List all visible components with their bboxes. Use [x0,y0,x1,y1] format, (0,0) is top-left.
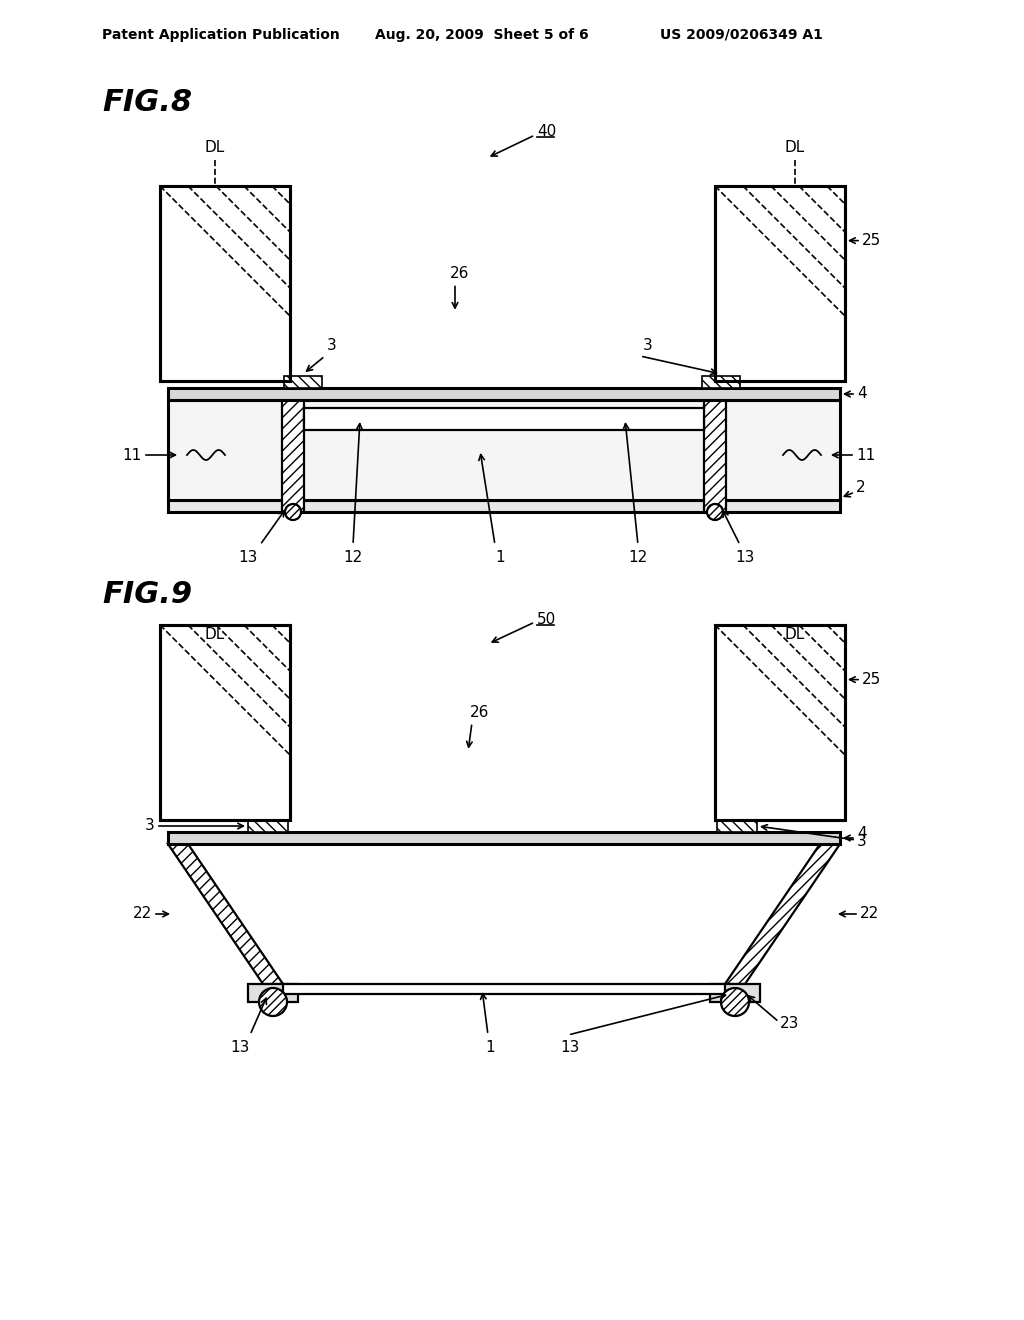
Bar [168,832,840,843]
Text: 11: 11 [856,447,876,462]
Text: 4: 4 [857,387,866,401]
Text: 12: 12 [629,549,647,565]
Text: 3: 3 [643,338,653,354]
Text: 13: 13 [735,549,755,565]
Bar [717,820,757,832]
Text: 26: 26 [470,705,489,721]
Bar [248,983,298,1002]
Bar [283,983,725,994]
Text: 26: 26 [451,267,470,281]
Text: 3: 3 [145,818,155,833]
Text: DL: DL [205,627,225,642]
Text: 12: 12 [343,549,362,565]
Text: 13: 13 [230,1040,250,1055]
Text: 23: 23 [780,1016,800,1031]
Ellipse shape [285,504,301,520]
Text: DL: DL [784,627,805,642]
Text: 11: 11 [123,447,142,462]
Bar [168,400,840,500]
Bar [705,400,726,512]
Text: US 2009/0206349 A1: US 2009/0206349 A1 [660,28,823,42]
Bar [248,820,288,832]
Text: Patent Application Publication: Patent Application Publication [102,28,340,42]
Bar [160,186,290,381]
Bar [715,624,845,820]
Polygon shape [725,843,840,983]
Text: 3: 3 [327,338,337,354]
Text: 25: 25 [862,672,882,688]
Bar [168,388,840,400]
Bar [702,376,740,388]
Bar [304,408,705,430]
Text: 22: 22 [133,907,152,921]
Bar [710,983,760,1002]
Text: 3: 3 [857,834,866,850]
Ellipse shape [707,504,723,520]
Text: DL: DL [784,140,805,154]
Text: 13: 13 [560,1040,580,1055]
Bar [168,500,840,512]
Polygon shape [168,843,283,983]
Text: 40: 40 [537,124,556,140]
Text: 2: 2 [856,480,865,495]
Text: 1: 1 [485,1040,495,1055]
Bar [160,624,290,820]
Ellipse shape [259,987,287,1016]
Text: 4: 4 [857,825,866,841]
Text: 22: 22 [860,907,880,921]
Text: Aug. 20, 2009  Sheet 5 of 6: Aug. 20, 2009 Sheet 5 of 6 [375,28,589,42]
Ellipse shape [721,987,749,1016]
Text: 1: 1 [496,549,505,565]
Bar [160,624,290,820]
Bar [715,186,845,381]
Bar [715,624,845,820]
Text: 50: 50 [537,612,556,627]
Text: FIG.8: FIG.8 [102,88,193,117]
Text: DL: DL [205,140,225,154]
Bar [284,376,322,388]
Text: FIG.9: FIG.9 [102,579,193,609]
Text: 25: 25 [862,234,882,248]
Bar [715,186,845,381]
Bar [282,400,304,512]
Bar [160,186,290,381]
Text: 13: 13 [239,549,258,565]
